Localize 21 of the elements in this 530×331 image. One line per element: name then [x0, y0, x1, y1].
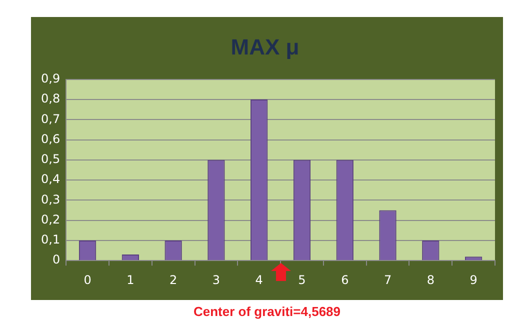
x-tick-label: 4	[255, 272, 263, 287]
y-tick-label: 0,5	[40, 152, 60, 166]
y-tick-label: 0,9	[40, 72, 60, 86]
y-tick-label: 0,4	[40, 172, 60, 186]
x-tick-label: 1	[126, 272, 134, 287]
y-tick-label: 0,8	[40, 92, 60, 106]
x-tick-label: 7	[384, 272, 392, 287]
y-tick-label: 0,3	[40, 192, 60, 206]
y-tick-label: 0,7	[40, 112, 60, 126]
y-tick-label: 0,1	[40, 232, 60, 247]
x-tick-label: 2	[169, 272, 178, 287]
x-tick-label: 0	[84, 272, 92, 287]
y-tick-label: 0	[52, 252, 60, 267]
x-tick-label: 8	[426, 272, 434, 287]
y-tick-label: 0,6	[40, 132, 60, 146]
x-tick-label: 6	[341, 272, 349, 287]
text: Center of graviti=4,5689	[192, 304, 342, 319]
y-tick-label: 0,2	[40, 212, 60, 226]
x-tick-label: 5	[298, 272, 306, 287]
x-tick-label: 9	[470, 272, 478, 287]
x-tick-label: 3	[212, 272, 220, 287]
